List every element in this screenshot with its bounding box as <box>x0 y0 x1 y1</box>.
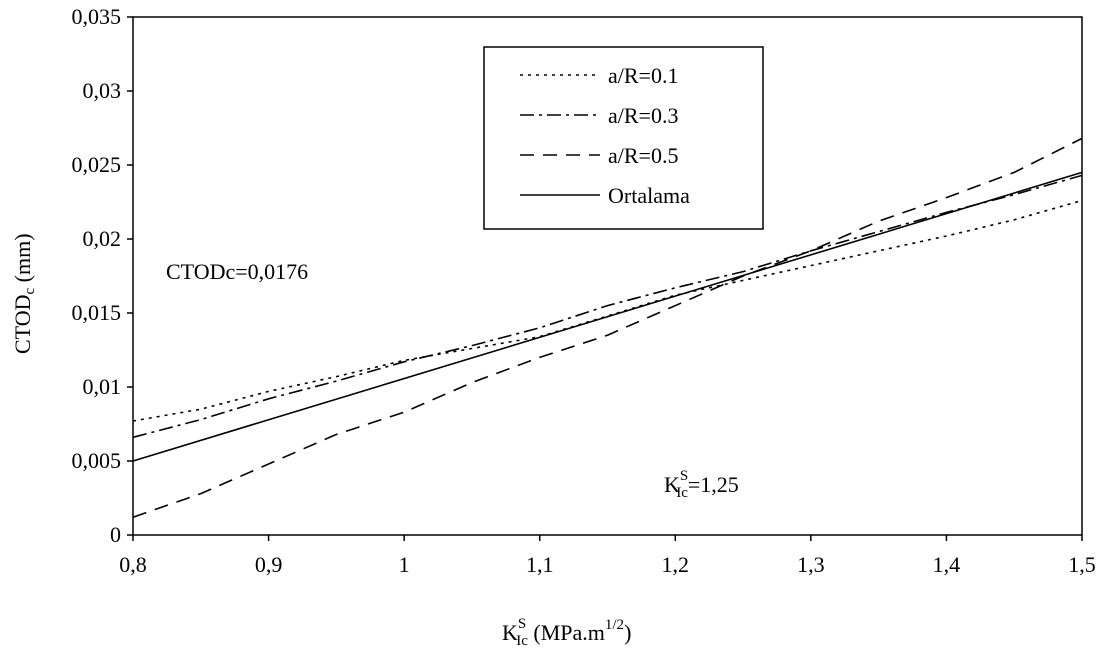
x-axis-title-sub: Ic <box>516 633 528 649</box>
y-tick-label: 0,005 <box>72 448 122 473</box>
legend-box <box>483 46 764 230</box>
y-axis-title-unit: (mm) <box>10 233 35 287</box>
series-line-3 <box>132 137 1083 518</box>
x-tick-label: 1,4 <box>933 552 961 577</box>
x-axis-title-base: K <box>502 620 518 645</box>
y-tick-label: 0,03 <box>83 78 122 103</box>
x-tick-label: 0,8 <box>119 552 147 577</box>
y-axis-title-sub: c <box>22 288 38 295</box>
kic-annotation-sub: Ic <box>676 485 688 501</box>
y-tick-label: 0,035 <box>72 4 122 29</box>
legend-label-2: a/R=0.3 <box>608 103 678 128</box>
x-tick-label: 0,9 <box>255 552 283 577</box>
x-tick-label: 1,5 <box>1068 552 1096 577</box>
x-tick-label: 1,2 <box>662 552 690 577</box>
y-tick-label: 0,025 <box>72 152 122 177</box>
series-layer <box>132 137 1083 518</box>
x-tick-label: 1,1 <box>526 552 554 577</box>
kic-annotation: KS Ic=1,25 <box>664 468 739 501</box>
y-axis-title: CTODc (mm) <box>10 233 38 354</box>
legend-label-1: a/R=0.1 <box>608 63 678 88</box>
y-tick-label: 0,01 <box>83 374 122 399</box>
series-line-4 <box>132 171 1083 462</box>
ctod-annotation: CTODc=0,0176 <box>166 259 308 284</box>
x-axis-title-unit-prefix: (MPa.m <box>528 620 605 645</box>
plot-area-frame <box>132 16 1083 536</box>
y-tick-label: 0 <box>110 522 121 547</box>
x-tick-label: 1,3 <box>797 552 825 577</box>
x-tick-label: 1 <box>399 552 410 577</box>
series-line-2 <box>132 174 1083 439</box>
y-axis-title-base: CTOD <box>10 295 35 355</box>
legend-label-4: Ortalama <box>608 183 690 208</box>
legend: a/R=0.1 a/R=0.3 a/R=0.5 Ortalama <box>483 46 764 230</box>
ticks-layer: 0 0,005 0,01 0,015 0,02 0,025 0,03 0,035 0,8 0,9 1… <box>72 4 1096 577</box>
x-axis-title-unit-suffix: ) <box>624 620 631 645</box>
x-axis-title: KS Ic (MPa.m1/2) <box>502 616 631 649</box>
legend-label-3: a/R=0.5 <box>608 143 678 168</box>
y-tick-label: 0,015 <box>72 300 122 325</box>
kic-annotation-base: K <box>664 472 680 497</box>
y-tick-label: 0,02 <box>83 226 122 251</box>
kic-annotation-sup: S <box>680 468 688 484</box>
x-axis-title-unit-sup: 1/2 <box>605 617 624 633</box>
x-axis-title-sup: S <box>518 616 526 632</box>
series-line-1 <box>132 199 1083 422</box>
kic-annotation-suffix: =1,25 <box>688 472 739 497</box>
